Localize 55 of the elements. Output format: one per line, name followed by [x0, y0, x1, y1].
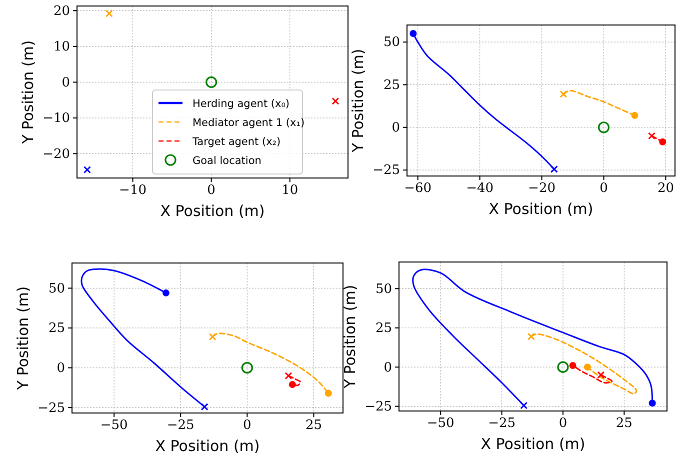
x-tick-label: 0: [558, 416, 568, 432]
y-tick-label: −25: [38, 400, 65, 416]
point: [206, 76, 218, 88]
point: [598, 122, 610, 134]
x-tick-label: 0: [243, 418, 252, 434]
x-tick-label: −60: [404, 181, 432, 196]
y-tick-label: 50: [48, 281, 65, 296]
y-tick-label: 10: [53, 40, 70, 55]
y-tick-label: 25: [375, 321, 392, 336]
legend-label: Herding agent (x₀): [192, 98, 290, 110]
x-axis-title: X Position (m): [160, 202, 265, 220]
y-tick-label: 25: [383, 78, 400, 93]
x-tick-label: −25: [166, 418, 194, 434]
x-tick-label: −50: [426, 416, 454, 432]
y-axis-title: Y Position (m): [341, 284, 359, 390]
point: [557, 361, 569, 373]
y-tick-label: 0: [62, 75, 70, 90]
line-series: [288, 374, 302, 386]
y-axis-title: Y Position (m): [19, 40, 37, 145]
x-tick-label: −40: [466, 181, 494, 196]
y-tick-label: 20: [53, 4, 70, 19]
point: [83, 166, 91, 174]
y-tick-label: 0: [392, 120, 400, 136]
x-tick-label: −20: [528, 181, 556, 196]
x-tick-label: 0: [600, 181, 608, 196]
y-tick-label: 0: [56, 360, 65, 376]
line-series: [80, 268, 206, 408]
point: [105, 10, 113, 18]
x-tick-label: 0: [207, 183, 216, 198]
x-axis-title: X Position (m): [155, 437, 260, 455]
y-axis-title: Y Position (m): [349, 48, 367, 154]
x-tick-label: −25: [488, 416, 516, 432]
y-tick-label: −20: [42, 146, 70, 162]
y-tick-label: −25: [364, 399, 392, 414]
x-axis-title: X Position (m): [480, 435, 586, 453]
point: [332, 97, 340, 105]
y-tick-label: −25: [372, 163, 400, 178]
point: [241, 362, 253, 374]
x-tick-label: −10: [119, 183, 146, 198]
x-tick-label: −50: [100, 418, 128, 434]
y-axis-title: Y Position (m): [14, 286, 32, 391]
legend-label: Mediator agent 1 (x₁): [192, 117, 305, 129]
y-tick-label: −10: [42, 111, 70, 126]
x-axis-title: X Position (m): [488, 200, 594, 218]
legend-label: Goal location: [192, 155, 262, 167]
x-tick-label: 10: [282, 183, 298, 198]
y-tick-label: 25: [48, 321, 65, 336]
x-tick-label: 20: [657, 181, 674, 196]
y-tick-label: 0: [384, 360, 392, 376]
legend-label: Target agent (x₂): [192, 136, 281, 148]
y-tick-label: 50: [383, 35, 400, 50]
x-tick-label: 25: [616, 416, 632, 432]
y-tick-label: 50: [375, 282, 392, 297]
x-tick-label: 25: [305, 418, 322, 434]
line-series: [530, 333, 638, 395]
